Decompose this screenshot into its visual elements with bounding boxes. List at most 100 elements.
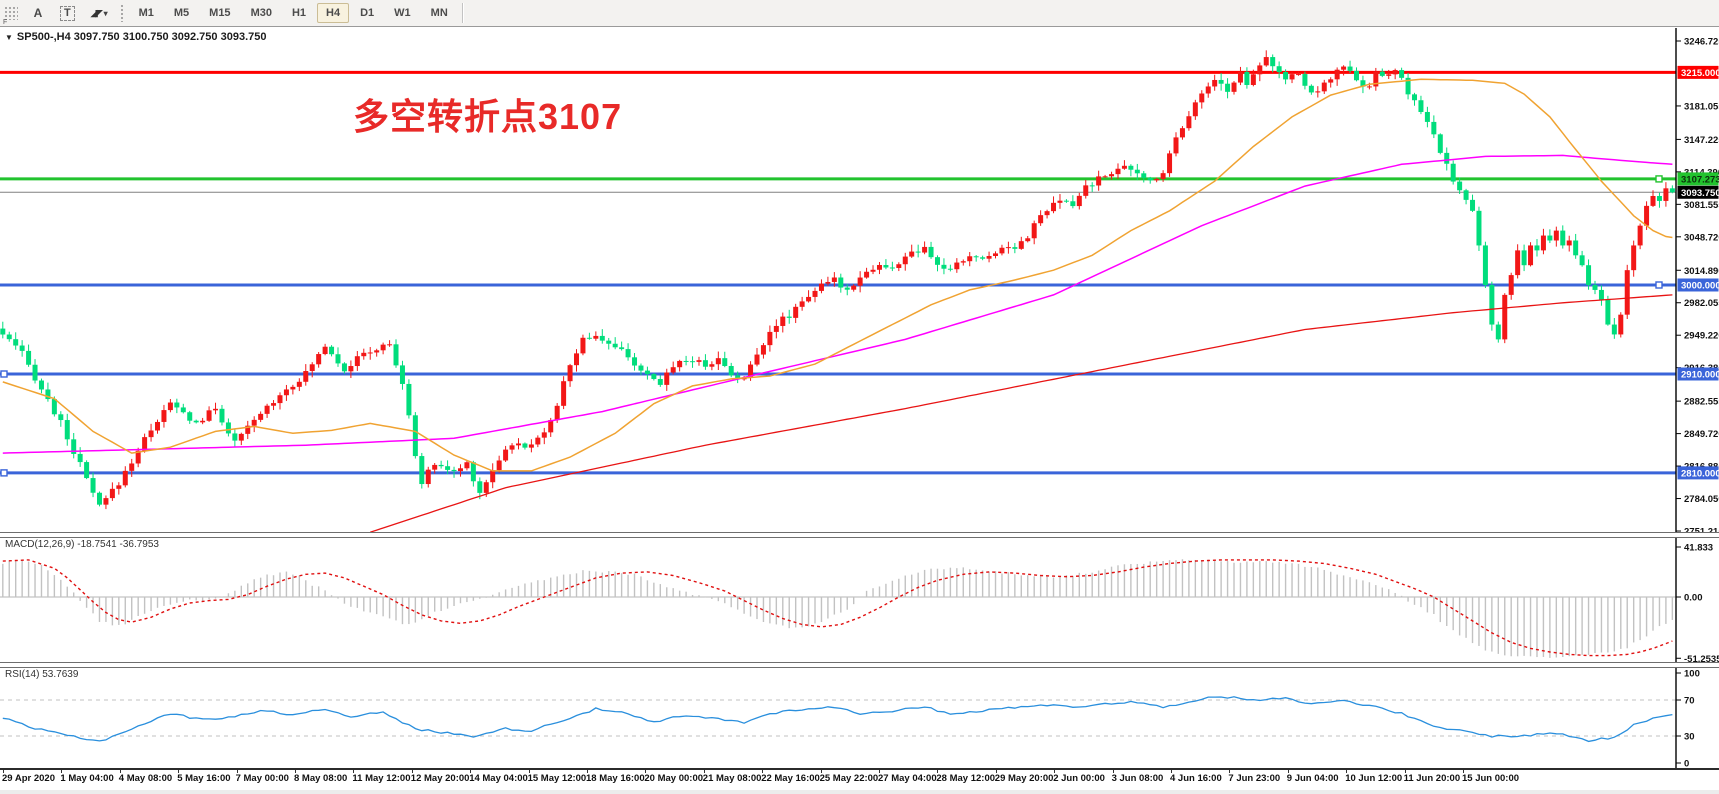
time-axis-label: 15 May 12:00: [527, 773, 587, 784]
svg-text:3000.000: 3000.000: [1681, 280, 1719, 291]
hline-handle[interactable]: [1655, 281, 1663, 289]
timeframe-button-d1[interactable]: D1: [351, 3, 383, 23]
time-axis-label: 5 May 16:00: [177, 773, 231, 784]
price-line-label-3107.273: 3107.273: [1677, 172, 1719, 186]
candles-layer: [0, 50, 1675, 510]
timeframe-button-m30[interactable]: M30: [242, 3, 281, 23]
timeframe-button-h4[interactable]: H4: [317, 3, 350, 23]
time-axis-tick: [119, 770, 121, 773]
symbol-ohlc-label: ▼ SP500-,H4 3097.750 3100.750 3092.750 3…: [5, 31, 266, 43]
macd-axis-tick: 41.833: [1684, 542, 1713, 553]
time-axis-tick: [1229, 770, 1231, 773]
time-axis-tick: [411, 770, 413, 773]
time-axis-tick: [1171, 770, 1172, 773]
time-axis-label: 11 May 12:00: [352, 773, 411, 784]
time-axis-label: 29 May 20:00: [994, 773, 1054, 784]
pane-separator-main-macd[interactable]: [0, 532, 1719, 538]
timeframe-toolbar-grip[interactable]: [119, 4, 125, 22]
time-axis-tick: [820, 770, 822, 773]
macd-indicator-label: MACD(12,26,9) -18.7541 -36.7953: [5, 539, 159, 550]
timeframe-button-h1[interactable]: H1: [283, 3, 315, 23]
time-axis-label: 4 Jun 16:00: [1170, 773, 1222, 784]
macd-signal-line: [2, 559, 1673, 657]
rsi-axis-tick: 30: [1684, 732, 1695, 743]
price-line-label-3215.000: 3215.000: [1677, 65, 1719, 79]
macd-axis-tick: 0.00: [1684, 593, 1703, 604]
price-line-label-2810.000: 2810.000: [1677, 466, 1719, 480]
time-axis-tick: [937, 770, 939, 773]
time-axis-label: 7 May 00:00: [235, 773, 289, 784]
letter-a-icon: A: [33, 6, 43, 20]
timeframe-button-mn[interactable]: MN: [422, 3, 457, 23]
time-axis-label: 8 May 08:00: [294, 773, 348, 784]
toolbar-grip-icon[interactable]: F: [3, 6, 18, 26]
svg-text:2751.215: 2751.215: [1684, 527, 1719, 532]
timeframe-button-w1[interactable]: W1: [385, 3, 420, 23]
macd-axis-tick: -51.2535: [1684, 654, 1719, 662]
time-axis-label: 20 May 00:00: [644, 773, 704, 784]
text-label-tool-button[interactable]: A: [25, 3, 51, 23]
time-axis-tick: [587, 770, 588, 773]
symbol-ohlc-text: SP500-,H4 3097.750 3100.750 3092.750 309…: [16, 31, 267, 43]
time-axis-label: 1 May 04:00: [60, 773, 114, 784]
time-axis-tick: [1112, 770, 1114, 773]
svg-text:2849.720: 2849.720: [1684, 429, 1719, 440]
time-axis-tick: [1463, 770, 1464, 773]
time-axis[interactable]: 29 Apr 2020 1 May 04:00 4 May 08:00 5 May 1…: [0, 768, 1719, 790]
timeframe-button-group: M1 M5 M15 M30 H1 H4 D1 W1 MN: [129, 3, 458, 23]
svg-text:3246.725: 3246.725: [1684, 37, 1719, 48]
time-axis-tick: [645, 770, 647, 773]
time-axis-tick: [1287, 770, 1289, 773]
price-line-label-2910.000: 2910.000: [1677, 367, 1719, 381]
macd-pane[interactable]: 41.833 0.00 -51.2535: [0, 536, 1719, 662]
time-axis-tick: [470, 770, 472, 773]
price-line-label-3000.000: 3000.000: [1677, 278, 1719, 292]
chart-annotation-text[interactable]: 多空转折点3107: [353, 96, 623, 137]
svg-text:3107.273: 3107.273: [1681, 174, 1719, 185]
toolbar: F A T ◢◤ ▾ M1 M5 M15 M30 H1 H4 D1 W1 MN: [0, 0, 1719, 27]
time-axis-label: 15 Jun 00:00: [1462, 773, 1520, 784]
svg-text:3181.055: 3181.055: [1684, 101, 1719, 112]
timeframe-button-m5[interactable]: M5: [165, 3, 198, 23]
rsi-axis-tick: 100: [1684, 669, 1700, 680]
rsi-axis-tick: 0: [1684, 759, 1689, 769]
ma-mid-magenta-line: [2, 154, 1673, 454]
textbox-tool-button[interactable]: T: [53, 3, 82, 23]
rsi-pane[interactable]: 100 70 30 0: [0, 666, 1719, 768]
hline-handle[interactable]: [0, 469, 8, 477]
pane-separator-macd-rsi[interactable]: [0, 662, 1719, 668]
ma-fast-orange-line: [2, 78, 1673, 472]
rsi-line: [2, 696, 1673, 743]
time-axis-label: 12 May 20:00: [410, 773, 470, 784]
rsi-indicator-label: RSI(14) 53.7639: [5, 669, 79, 680]
price-line-label-3093.750: 3093.750: [1677, 185, 1719, 199]
time-axis-tick: [236, 770, 238, 773]
svg-text:2949.220: 2949.220: [1684, 331, 1719, 342]
time-axis-tick: [703, 770, 705, 773]
symbol-dropdown-icon[interactable]: ▼: [5, 32, 13, 42]
svg-text:3014.890: 3014.890: [1684, 266, 1719, 277]
time-axis-label: 25 May 22:00: [819, 773, 879, 784]
timeframe-button-m15[interactable]: M15: [200, 3, 239, 23]
svg-text:3081.555: 3081.555: [1684, 200, 1719, 211]
time-axis-label: 11 Jun 20:00: [1403, 773, 1461, 784]
hline-handle[interactable]: [0, 370, 8, 378]
time-axis-label: 29 Apr 2020: [2, 773, 55, 784]
main-chart-pane[interactable]: 3246.7253181.0553147.2253114.3903081.555…: [0, 28, 1719, 532]
time-axis-tick: [353, 770, 355, 773]
svg-text:3093.750: 3093.750: [1681, 188, 1719, 199]
time-axis-label: 14 May 04:00: [469, 773, 528, 784]
time-axis-label: 22 May 16:00: [761, 773, 820, 784]
time-axis-label: 4 May 08:00: [118, 773, 173, 784]
rsi-axis-tick: 70: [1684, 696, 1695, 707]
svg-text:3048.720: 3048.720: [1684, 232, 1719, 243]
hline-handle[interactable]: [1655, 175, 1663, 183]
svg-text:2982.055: 2982.055: [1684, 298, 1719, 309]
time-axis-label: 27 May 04:00: [878, 773, 937, 784]
svg-text:2784.050: 2784.050: [1684, 494, 1719, 505]
time-axis-label: 10 Jun 12:00: [1345, 773, 1403, 784]
time-axis-tick: [879, 770, 880, 773]
arrows-tool-button[interactable]: ◢◤ ▾: [84, 3, 115, 23]
timeframe-button-m1[interactable]: M1: [130, 3, 163, 23]
